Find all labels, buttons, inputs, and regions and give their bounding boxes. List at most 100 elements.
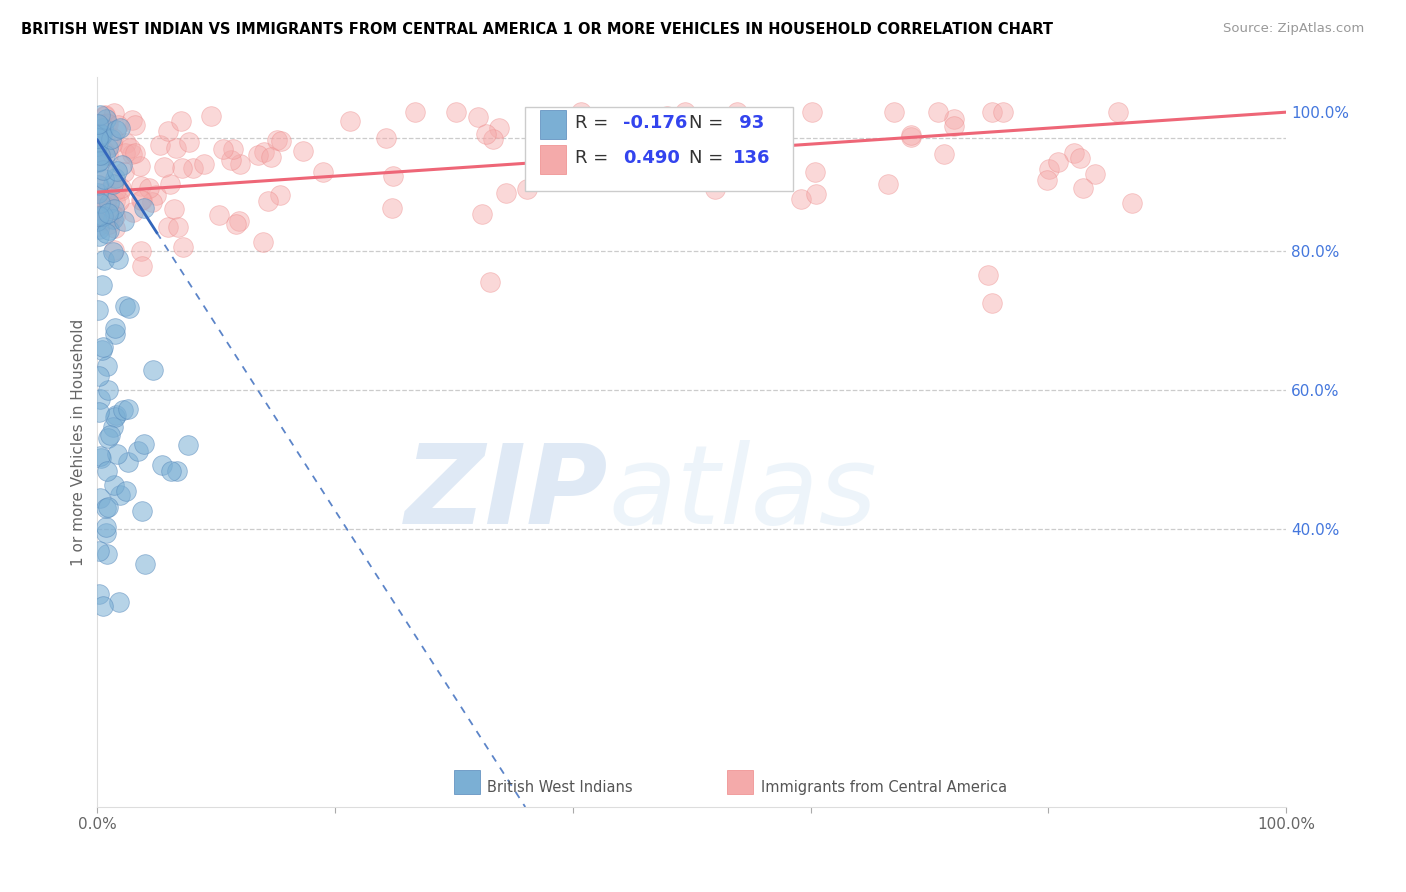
Point	[94, 500, 117, 515]
Point	[114, 146, 136, 161]
Point	[142, 363, 165, 377]
Point	[150, 458, 173, 472]
Point	[105, 123, 128, 137]
Point	[89, 194, 111, 208]
Point	[114, 299, 136, 313]
Point	[89, 108, 111, 122]
Point	[804, 165, 827, 179]
Point	[145, 187, 167, 202]
Point	[800, 105, 823, 120]
Point	[91, 343, 114, 357]
Point	[100, 132, 122, 146]
Point	[96, 190, 118, 204]
Point	[103, 478, 125, 492]
Point	[478, 276, 501, 290]
Point	[94, 148, 117, 162]
Text: British West Indians: British West Indians	[488, 780, 633, 795]
Point	[446, 105, 468, 120]
Point	[105, 446, 128, 460]
Point	[257, 194, 280, 209]
Point	[108, 194, 131, 209]
Point	[211, 142, 233, 156]
Point	[108, 185, 131, 199]
Point	[980, 296, 1002, 310]
Point	[129, 178, 152, 193]
Point	[172, 239, 194, 253]
Point	[105, 408, 128, 422]
FancyBboxPatch shape	[526, 107, 793, 191]
Point	[219, 153, 242, 167]
Point	[569, 105, 592, 120]
Point	[131, 503, 153, 517]
Point	[101, 177, 124, 191]
Point	[927, 105, 949, 120]
Point	[382, 169, 405, 184]
Point	[259, 150, 281, 164]
Point	[86, 178, 108, 192]
Point	[107, 252, 129, 266]
Point	[89, 449, 111, 463]
Point	[121, 205, 143, 219]
Point	[270, 134, 292, 148]
Point	[672, 127, 695, 141]
Point	[1084, 167, 1107, 181]
Text: Immigrants from Central America: Immigrants from Central America	[761, 780, 1007, 795]
Text: 136: 136	[734, 149, 770, 167]
Point	[104, 194, 127, 209]
Point	[96, 359, 118, 374]
Point	[134, 557, 156, 571]
Text: R =: R =	[575, 114, 614, 132]
Point	[129, 244, 152, 258]
Point	[404, 105, 426, 120]
Text: Source: ZipAtlas.com: Source: ZipAtlas.com	[1223, 22, 1364, 36]
Point	[87, 405, 110, 419]
Point	[87, 587, 110, 601]
Point	[93, 340, 115, 354]
Point	[89, 128, 111, 143]
Point	[1036, 173, 1059, 187]
Point	[112, 164, 135, 178]
Point	[97, 383, 120, 397]
Point	[89, 392, 111, 406]
Point	[87, 209, 110, 223]
Point	[87, 154, 110, 169]
Point	[118, 301, 141, 315]
Point	[253, 145, 276, 160]
Point	[252, 235, 274, 249]
Text: N =: N =	[689, 149, 730, 167]
Point	[932, 147, 955, 161]
Point	[104, 327, 127, 342]
Point	[474, 128, 496, 142]
Point	[96, 547, 118, 561]
Point	[703, 181, 725, 195]
Point	[339, 114, 361, 128]
Point	[111, 403, 134, 417]
Point	[381, 202, 404, 216]
Point	[114, 484, 136, 499]
Point	[482, 132, 505, 146]
Text: BRITISH WEST INDIAN VS IMMIGRANTS FROM CENTRAL AMERICA 1 OR MORE VEHICLES IN HOU: BRITISH WEST INDIAN VS IMMIGRANTS FROM C…	[21, 22, 1053, 37]
Point	[94, 526, 117, 541]
Point	[107, 118, 129, 132]
Point	[115, 136, 138, 151]
Point	[89, 196, 111, 211]
Point	[87, 135, 110, 149]
Point	[94, 112, 117, 127]
Point	[193, 157, 215, 171]
Point	[93, 144, 115, 158]
Point	[93, 202, 115, 217]
Point	[103, 420, 125, 434]
Point	[86, 145, 108, 159]
Point	[200, 109, 222, 123]
Point	[229, 157, 252, 171]
Point	[588, 137, 610, 152]
Point	[269, 188, 291, 202]
Point	[176, 438, 198, 452]
Point	[129, 193, 152, 207]
Point	[181, 161, 204, 176]
Text: 93: 93	[734, 114, 765, 132]
Point	[991, 105, 1014, 120]
Point	[97, 148, 120, 162]
Point	[86, 186, 108, 200]
Point	[103, 202, 125, 217]
